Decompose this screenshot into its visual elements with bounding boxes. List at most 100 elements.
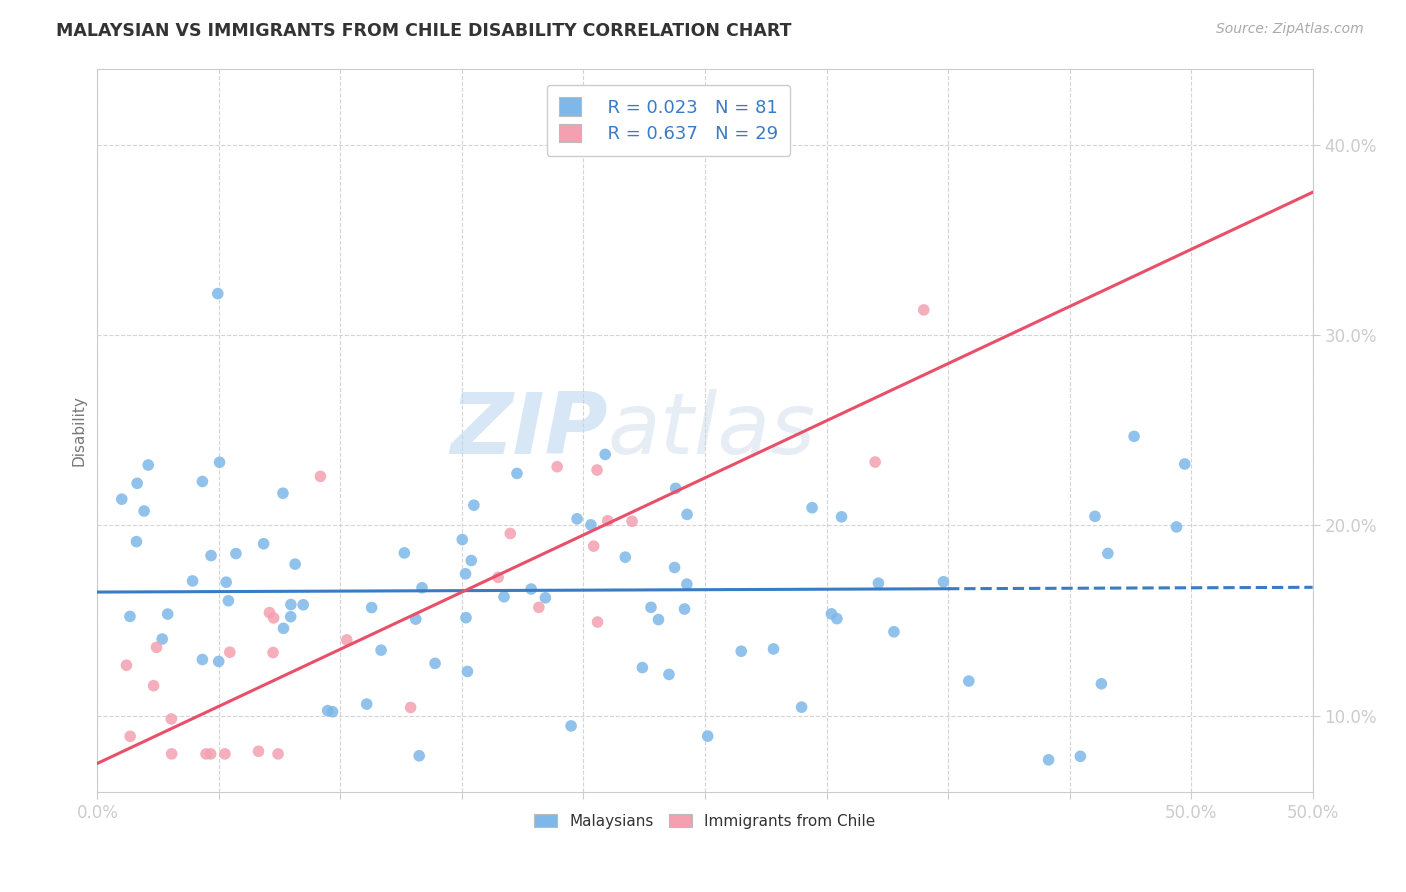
Point [1123,429,1146,443]
Point [150,632,173,646]
Point [405,612,427,626]
Point [411,581,433,595]
Point [647,613,669,627]
Y-axis label: Disability: Disability [72,395,86,466]
Legend: Malaysians, Immigrants from Chile: Malaysians, Immigrants from Chile [529,807,882,835]
Point [271,486,294,500]
Point [125,534,148,549]
Point [499,526,522,541]
Point [863,455,886,469]
Text: ZIP: ZIP [450,389,607,472]
Point [520,582,543,596]
Point [762,642,785,657]
Point [560,719,582,733]
Point [225,547,247,561]
Point [640,600,662,615]
Point [868,576,890,591]
Point [665,481,688,495]
Point [247,744,270,758]
Point [120,729,142,743]
Point [127,476,149,491]
Point [156,607,179,621]
Point [284,557,307,571]
Point [208,455,231,469]
Point [565,512,588,526]
Point [263,611,285,625]
Point [1084,509,1107,524]
Point [280,609,302,624]
Point [825,612,848,626]
Point [111,492,134,507]
Point [200,747,222,761]
Point [252,537,274,551]
Point [218,645,240,659]
Point [454,566,477,581]
Point [207,286,229,301]
Point [486,570,509,584]
Point [360,600,382,615]
Point [191,652,214,666]
Point [1090,677,1112,691]
Point [527,600,550,615]
Point [460,553,482,567]
Point [696,729,718,743]
Point [621,514,644,528]
Point [267,747,290,761]
Point [208,654,231,668]
Point [820,607,842,621]
Point [280,598,302,612]
Point [191,475,214,489]
Point [423,657,446,671]
Point [631,660,654,674]
Text: Source: ZipAtlas.com: Source: ZipAtlas.com [1216,22,1364,37]
Point [586,463,609,477]
Point [676,577,699,591]
Point [215,575,238,590]
Point [273,621,295,635]
Point [463,498,485,512]
Point [730,644,752,658]
Point [579,517,602,532]
Point [316,704,339,718]
Point [1166,520,1188,534]
Point [1069,749,1091,764]
Point [160,747,183,761]
Point [831,509,853,524]
Point [451,533,474,547]
Point [586,615,609,629]
Point [801,500,824,515]
Point [658,667,681,681]
Point [356,697,378,711]
Point [195,747,218,761]
Point [394,546,416,560]
Point [309,469,332,483]
Point [932,574,955,589]
Point [336,632,359,647]
Point [673,602,696,616]
Point [664,560,686,574]
Point [596,514,619,528]
Point [456,665,478,679]
Point [259,606,281,620]
Point [322,705,344,719]
Point [181,574,204,588]
Point [200,549,222,563]
Point [370,643,392,657]
Point [145,640,167,655]
Point [408,748,430,763]
Point [790,700,813,714]
Point [506,467,529,481]
Text: atlas: atlas [607,389,815,472]
Point [593,447,616,461]
Point [399,700,422,714]
Point [492,590,515,604]
Point [1097,546,1119,560]
Point [1174,457,1197,471]
Point [676,508,699,522]
Point [136,458,159,472]
Point [534,591,557,605]
Point [172,803,194,817]
Point [217,593,239,607]
Point [118,609,141,624]
Point [883,624,905,639]
